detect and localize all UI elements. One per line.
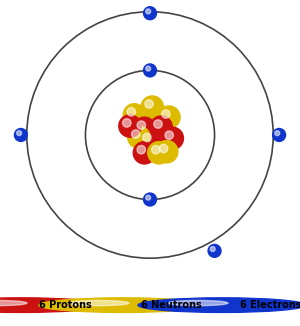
Text: 6 Protons: 6 Protons	[39, 300, 92, 310]
Circle shape	[141, 96, 164, 118]
Circle shape	[128, 126, 150, 148]
Circle shape	[143, 64, 157, 77]
Circle shape	[69, 301, 129, 306]
Circle shape	[154, 120, 162, 128]
Circle shape	[150, 116, 172, 138]
Circle shape	[0, 301, 27, 306]
Circle shape	[131, 130, 140, 138]
Circle shape	[39, 298, 207, 312]
Circle shape	[275, 131, 280, 136]
Circle shape	[158, 106, 180, 128]
Circle shape	[145, 100, 153, 108]
Circle shape	[210, 246, 215, 251]
Circle shape	[161, 127, 183, 149]
Circle shape	[165, 131, 173, 140]
Circle shape	[143, 193, 157, 206]
Circle shape	[146, 195, 151, 200]
Circle shape	[16, 131, 22, 136]
Circle shape	[137, 121, 146, 129]
Circle shape	[123, 104, 146, 126]
Circle shape	[273, 128, 286, 141]
Circle shape	[119, 115, 141, 137]
Circle shape	[123, 119, 131, 127]
Text: 6 Electrons: 6 Electrons	[240, 300, 300, 310]
Circle shape	[14, 128, 27, 141]
Text: alamy - HG7YJ2: alamy - HG7YJ2	[118, 318, 182, 326]
Circle shape	[208, 244, 221, 257]
Circle shape	[127, 108, 136, 116]
Circle shape	[162, 110, 170, 118]
Circle shape	[152, 145, 160, 154]
Circle shape	[143, 7, 157, 20]
Circle shape	[159, 144, 168, 153]
Text: 6 Neutrons: 6 Neutrons	[141, 300, 202, 310]
Circle shape	[139, 129, 161, 152]
Circle shape	[138, 298, 300, 312]
Circle shape	[146, 9, 151, 14]
Circle shape	[0, 298, 105, 312]
Circle shape	[168, 301, 228, 306]
Circle shape	[133, 142, 156, 164]
Circle shape	[148, 142, 170, 164]
Circle shape	[146, 66, 151, 71]
Circle shape	[133, 117, 156, 140]
Circle shape	[156, 141, 178, 163]
Circle shape	[137, 145, 146, 154]
Circle shape	[142, 133, 151, 142]
